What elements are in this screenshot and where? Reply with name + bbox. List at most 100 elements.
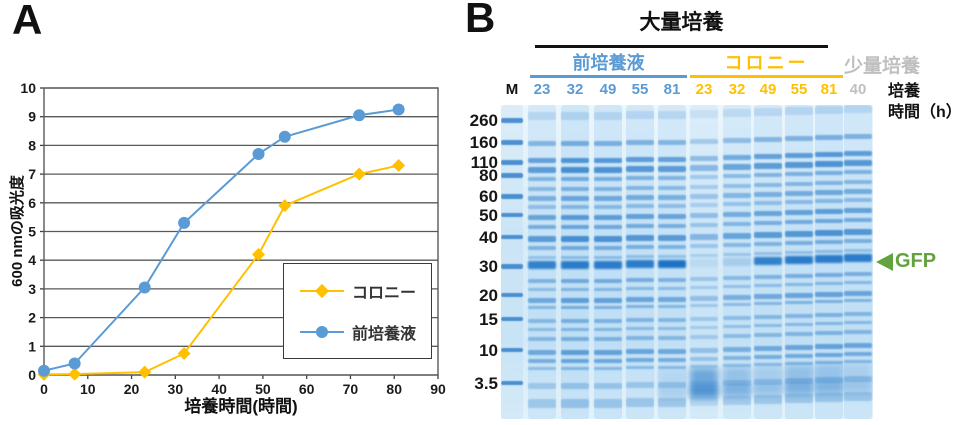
data-point xyxy=(138,281,151,294)
gel-band xyxy=(561,167,589,174)
gel-band xyxy=(785,106,813,115)
gel-band xyxy=(501,380,523,386)
gel-band xyxy=(626,366,654,370)
gel-band xyxy=(528,337,556,342)
gel-band xyxy=(501,316,523,322)
lane-label: 81 xyxy=(663,81,681,98)
gel-band xyxy=(785,300,813,304)
gel-band xyxy=(844,189,872,195)
gel-band xyxy=(723,346,751,352)
gel-band xyxy=(594,318,622,323)
gel-band xyxy=(754,354,782,359)
gel-band xyxy=(723,108,751,117)
gel-band xyxy=(626,397,654,407)
gel-band xyxy=(528,236,556,243)
data-point xyxy=(38,364,50,377)
lane-label: 49 xyxy=(759,81,777,98)
gel-band xyxy=(501,140,523,145)
gel-band xyxy=(658,336,686,341)
gel-band xyxy=(528,298,556,304)
gel-band xyxy=(754,107,782,116)
gel-band xyxy=(528,327,556,331)
data-point xyxy=(252,148,265,161)
gel-band xyxy=(594,398,622,408)
gel-band xyxy=(844,254,872,263)
gel-band xyxy=(594,158,622,164)
gel-band xyxy=(844,298,872,302)
gel-band xyxy=(561,236,589,243)
gel-band xyxy=(723,276,751,281)
gel-band xyxy=(690,203,718,208)
gel-band xyxy=(528,196,556,202)
gel-band xyxy=(785,344,813,350)
data-point xyxy=(138,365,152,379)
gel-band xyxy=(785,181,813,186)
gel-band xyxy=(594,382,622,389)
gel-band xyxy=(658,195,686,201)
lane-label: 55 xyxy=(631,81,649,98)
gel-band xyxy=(626,297,654,303)
lane-label: 55 xyxy=(790,81,808,98)
gel-band xyxy=(815,135,843,141)
gel-band xyxy=(785,377,813,384)
y-tick-label: 10 xyxy=(20,80,36,96)
gel-band xyxy=(594,111,622,120)
gel-band xyxy=(561,111,589,120)
gel-band xyxy=(844,351,872,356)
gel-band xyxy=(754,192,782,198)
gel-band xyxy=(754,314,782,319)
gel-band xyxy=(594,205,622,210)
gel-band xyxy=(844,280,872,284)
legend-item-colony: コロニー xyxy=(300,279,431,303)
gel-band xyxy=(754,257,782,266)
gel-band xyxy=(561,205,589,210)
chart-plot-area xyxy=(43,87,439,376)
gel-band xyxy=(754,251,782,255)
gel-band xyxy=(501,264,523,269)
gel-band xyxy=(815,321,843,325)
gel-band xyxy=(561,158,589,164)
gel-band xyxy=(785,172,813,177)
gel-band xyxy=(501,194,523,199)
x-tick-label: 80 xyxy=(386,381,402,397)
gel-band xyxy=(561,358,589,363)
gfp-annotation: GFP xyxy=(876,250,936,273)
gel-band xyxy=(528,214,556,220)
gel-band xyxy=(815,190,843,196)
x-tick-label: 90 xyxy=(430,381,446,397)
gel-band xyxy=(815,361,843,365)
y-axis-title: 600 nmの吸光度 xyxy=(8,174,26,287)
x-axis-title: 培養時間(時間) xyxy=(184,396,297,416)
gel-band xyxy=(844,272,872,277)
gel-band xyxy=(785,200,813,205)
gel-band xyxy=(690,184,718,189)
gel-band xyxy=(785,256,813,265)
data-point xyxy=(353,109,366,122)
gfp-arrow-icon xyxy=(876,252,893,271)
gel-band xyxy=(626,223,654,228)
gel-band xyxy=(844,375,872,382)
gel-lane xyxy=(528,105,556,419)
gel-band xyxy=(501,173,523,178)
gel-band xyxy=(785,293,813,299)
gel-band xyxy=(844,198,872,203)
gel-band xyxy=(815,255,843,264)
gel-band xyxy=(658,157,686,163)
gel-band xyxy=(723,183,751,188)
gel-band xyxy=(785,241,813,246)
chart-legend: コロニー 前培養液 xyxy=(283,263,432,359)
circle-marker-icon xyxy=(300,324,344,340)
gel-band xyxy=(723,211,751,217)
gel-band xyxy=(594,349,622,355)
gel-band xyxy=(690,109,718,118)
gel-band xyxy=(723,138,751,144)
gel-band xyxy=(785,250,813,254)
gel-band xyxy=(815,376,843,383)
gel-band xyxy=(690,285,718,289)
gel-band xyxy=(658,366,686,370)
gel-band xyxy=(815,292,843,298)
gel-band xyxy=(844,160,872,167)
gel-band xyxy=(594,177,622,182)
y-tick-label: 2 xyxy=(28,310,36,326)
gel-band xyxy=(785,362,813,366)
